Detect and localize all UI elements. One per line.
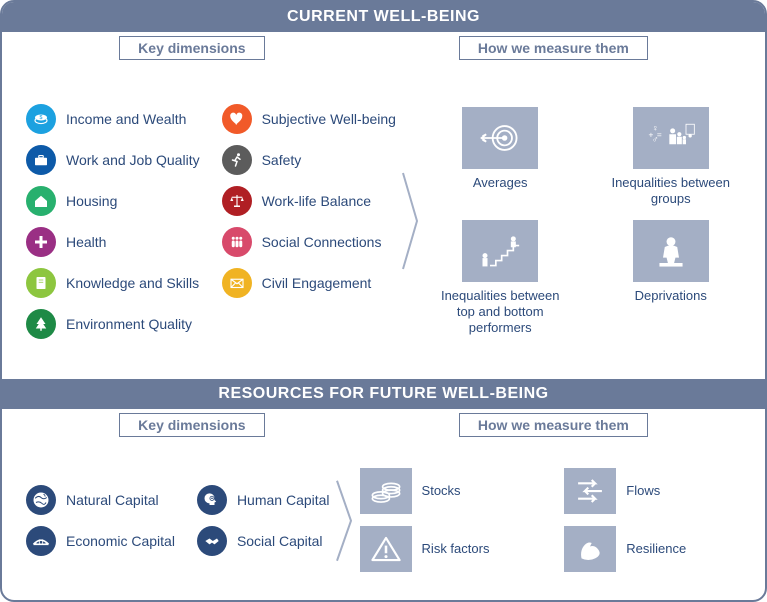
measure-label: Resilience bbox=[626, 541, 686, 557]
sitting-icon bbox=[633, 220, 709, 282]
heart-icon bbox=[222, 104, 252, 134]
runner-icon bbox=[222, 145, 252, 175]
tab-key-dimensions: Key dimensions bbox=[119, 36, 264, 60]
dimension-item: $ Income and Wealth bbox=[26, 104, 200, 134]
dimension-item: Health bbox=[26, 227, 200, 257]
dimension-item: Human Capital bbox=[197, 485, 330, 515]
dimension-label: Safety bbox=[262, 152, 302, 168]
briefcase-icon bbox=[26, 145, 56, 175]
measure-item: Inequalities between top and bottom perf… bbox=[426, 220, 575, 335]
tab-how-we-measure: How we measure them bbox=[459, 36, 648, 60]
arrows-icon bbox=[564, 468, 616, 514]
dimension-item: Social Connections bbox=[222, 227, 396, 257]
tab-how-we-measure-2: How we measure them bbox=[459, 413, 648, 437]
section1-tabs: Key dimensions How we measure them bbox=[2, 36, 765, 60]
house-icon bbox=[26, 186, 56, 216]
dimension-label: Natural Capital bbox=[66, 492, 159, 508]
dimension-label: Health bbox=[66, 234, 106, 250]
measure-label: Averages bbox=[473, 175, 528, 191]
measure-item: Risk factors bbox=[360, 526, 541, 572]
head-icon bbox=[197, 485, 227, 515]
dimension-item: Work-life Balance bbox=[222, 186, 396, 216]
measure-label: Flows bbox=[626, 483, 660, 499]
book-icon bbox=[26, 268, 56, 298]
dimension-item: Subjective Well-being bbox=[222, 104, 396, 134]
tab-key-dimensions-2: Key dimensions bbox=[119, 413, 264, 437]
dimension-label: Human Capital bbox=[237, 492, 330, 508]
chevron-icon bbox=[396, 74, 426, 369]
dimension-label: Environment Quality bbox=[66, 316, 192, 332]
section2-dimensions: Natural Capital Economic Capital Human Ca… bbox=[26, 485, 330, 556]
dimension-label: Knowledge and Skills bbox=[66, 275, 199, 291]
measure-label: Stocks bbox=[422, 483, 461, 499]
svg-text:$: $ bbox=[40, 115, 43, 121]
measure-label: Risk factors bbox=[422, 541, 490, 557]
cross-icon bbox=[26, 227, 56, 257]
dimension-item: Social Capital bbox=[197, 526, 330, 556]
measure-item: Stocks bbox=[360, 468, 541, 514]
dimension-label: Income and Wealth bbox=[66, 111, 186, 127]
section-current-wellbeing: CURRENT WELL-BEING Key dimensions How we… bbox=[2, 2, 765, 379]
dimension-label: Housing bbox=[66, 193, 117, 209]
section2-title: RESOURCES FOR FUTURE WELL-BEING bbox=[2, 379, 765, 409]
globe-icon bbox=[26, 485, 56, 515]
dimension-label: Work-life Balance bbox=[262, 193, 371, 209]
dimension-label: Social Capital bbox=[237, 533, 323, 549]
stairs-icon bbox=[462, 220, 538, 282]
dimension-label: Economic Capital bbox=[66, 533, 175, 549]
dimension-item: Environment Quality bbox=[26, 309, 200, 339]
dimension-item: Housing bbox=[26, 186, 200, 216]
dimension-item: Natural Capital bbox=[26, 485, 175, 515]
flex-icon bbox=[564, 526, 616, 572]
warning-icon bbox=[360, 526, 412, 572]
groups-icon: ♀♂+= bbox=[633, 107, 709, 169]
svg-text:+: + bbox=[648, 130, 653, 140]
scales-icon bbox=[222, 186, 252, 216]
target-icon bbox=[462, 107, 538, 169]
section1-measures: Averages♀♂+=Inequalities between groupsI… bbox=[426, 107, 745, 335]
handshake-icon bbox=[197, 526, 227, 556]
section1-dimensions: $ Income and Wealth Work and Job Quality Ho… bbox=[26, 104, 396, 339]
wellbeing-framework: CURRENT WELL-BEING Key dimensions How we… bbox=[0, 0, 767, 602]
measure-label: Inequalities between groups bbox=[611, 175, 731, 206]
measure-label: Inequalities between top and bottom perf… bbox=[440, 288, 560, 335]
measure-label: Deprivations bbox=[635, 288, 707, 304]
dimension-label: Work and Job Quality bbox=[66, 152, 200, 168]
people-icon bbox=[222, 227, 252, 257]
tree-icon bbox=[26, 309, 56, 339]
money-icon: $ bbox=[26, 104, 56, 134]
chevron-icon bbox=[330, 451, 360, 590]
coins-icon bbox=[360, 468, 412, 514]
dimension-item: Civil Engagement bbox=[222, 268, 396, 298]
measure-item: Deprivations bbox=[596, 220, 745, 335]
section2-measures: Stocks Flows Risk factors Resilience bbox=[360, 468, 745, 572]
measure-item: Resilience bbox=[564, 526, 745, 572]
bridge-icon bbox=[26, 526, 56, 556]
dimension-item: Knowledge and Skills bbox=[26, 268, 200, 298]
measure-item: Averages bbox=[426, 107, 575, 206]
dimension-item: Safety bbox=[222, 145, 396, 175]
measure-item: Flows bbox=[564, 468, 745, 514]
section2-tabs: Key dimensions How we measure them bbox=[2, 413, 765, 437]
measure-item: ♀♂+=Inequalities between groups bbox=[596, 107, 745, 206]
dimension-label: Social Connections bbox=[262, 234, 382, 250]
svg-text:=: = bbox=[657, 130, 662, 140]
dimension-label: Subjective Well-being bbox=[262, 111, 396, 127]
section-future-wellbeing: RESOURCES FOR FUTURE WELL-BEING Key dime… bbox=[2, 379, 765, 600]
section1-title: CURRENT WELL-BEING bbox=[2, 2, 765, 32]
dimension-item: Economic Capital bbox=[26, 526, 175, 556]
dimension-label: Civil Engagement bbox=[262, 275, 372, 291]
envelope-icon bbox=[222, 268, 252, 298]
dimension-item: Work and Job Quality bbox=[26, 145, 200, 175]
